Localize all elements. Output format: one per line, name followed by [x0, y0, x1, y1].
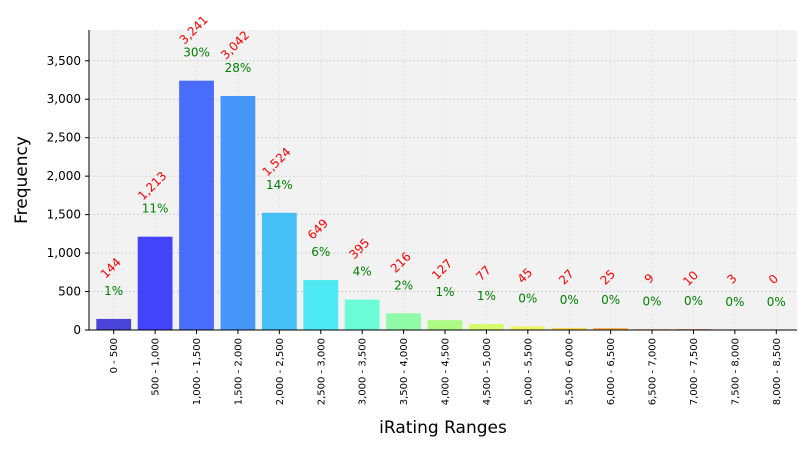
x-tick-label: 1,500 - 2,000 [233, 338, 244, 405]
bar [96, 318, 132, 330]
percent-label: 0% [725, 295, 744, 309]
x-tick-label: 6,000 - 6,500 [606, 338, 617, 405]
bar [303, 280, 339, 330]
x-tick-label: 4,000 - 4,500 [441, 338, 452, 405]
percent-label: 1% [477, 289, 496, 303]
bar [344, 299, 380, 330]
y-tick-label: 1,000 [47, 246, 81, 260]
y-tick-label: 2,500 [47, 131, 81, 145]
y-tick-label: 3,500 [47, 54, 81, 68]
percent-label: 1% [104, 284, 123, 298]
bar [510, 326, 546, 330]
bar [261, 212, 297, 330]
percent-label: 0% [767, 295, 786, 309]
bar [551, 327, 587, 330]
percent-label: 6% [311, 245, 330, 259]
x-tick-label: 8,000 - 8,500 [772, 338, 783, 405]
y-tick-label: 3,000 [47, 92, 81, 106]
bar [593, 328, 629, 330]
percent-label: 4% [353, 265, 372, 279]
percent-label: 11% [142, 202, 169, 216]
x-tick-label: 5,000 - 5,500 [523, 338, 534, 405]
percent-label: 1% [435, 285, 454, 299]
percent-label: 0% [601, 293, 620, 307]
percent-label: 2% [394, 278, 413, 292]
y-tick-label: 2,000 [47, 169, 81, 183]
x-tick-label: 3,000 - 3,500 [358, 338, 369, 405]
percent-labels: 1% 11% 30% 28% 14% 6% 4% 2% 1% 1% 0% 0% 0% 0% 0% 0% 0% [104, 46, 786, 309]
x-tick-label: 2,500 - 3,000 [316, 338, 327, 405]
bar [179, 80, 214, 330]
percent-label: 0% [518, 292, 537, 306]
y-axis-ticks: 0 500 1,000 1,500 2,000 2,500 3,000 3,500 [47, 54, 89, 337]
y-tick-label: 500 [58, 285, 81, 299]
x-tick-label: 3,500 - 4,000 [399, 338, 410, 405]
y-axis-title: Frequency [12, 136, 32, 224]
bar [427, 320, 463, 330]
bar [386, 313, 421, 330]
percent-label: 30% [183, 46, 210, 60]
x-tick-label: 6,500 - 7,000 [648, 338, 659, 405]
x-tick-label: 5,500 - 6,000 [565, 338, 576, 405]
x-tick-label: 2,000 - 2,500 [275, 338, 286, 405]
percent-label: 0% [684, 294, 703, 308]
percent-label: 14% [266, 178, 293, 192]
percent-label: 0% [643, 294, 662, 308]
x-tick-label: 7,000 - 7,500 [689, 338, 700, 405]
x-axis-title: iRating Ranges [379, 418, 507, 438]
x-axis-ticks: 0 - 500 500 - 1,000 1,000 - 1,500 1,500 - 2… [109, 330, 783, 405]
x-tick-label: 7,500 - 8,000 [730, 338, 741, 405]
x-tick-label: 500 - 1,000 [151, 338, 162, 396]
percent-label: 28% [225, 61, 252, 75]
percent-label: 0% [560, 293, 579, 307]
x-tick-label: 4,500 - 5,000 [482, 338, 493, 405]
y-tick-label: 1,500 [47, 208, 81, 222]
x-tick-label: 0 - 500 [109, 338, 120, 373]
bars [96, 80, 753, 330]
y-tick-label: 0 [73, 323, 81, 337]
x-tick-label: 1,000 - 1,500 [192, 338, 203, 405]
bar [137, 236, 173, 330]
bar [220, 96, 256, 330]
bar [469, 324, 504, 330]
